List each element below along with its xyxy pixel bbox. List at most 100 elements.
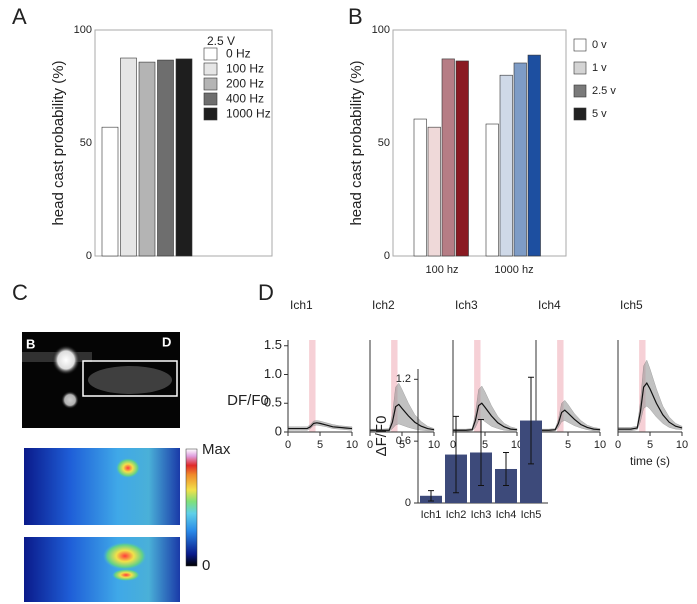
legend-swatch bbox=[573, 84, 587, 98]
confidence-band bbox=[535, 400, 601, 432]
x-axis-label: time (s) bbox=[630, 454, 670, 468]
bar bbox=[120, 57, 137, 257]
confidence-band bbox=[452, 385, 518, 432]
y-tick-label: 0.5 bbox=[264, 395, 282, 410]
legend-label: 400 Hz bbox=[226, 92, 264, 106]
panel-label: A bbox=[12, 4, 27, 29]
bar bbox=[513, 62, 527, 257]
legend-label: 2.5 v bbox=[592, 85, 616, 97]
x-tick-label: 0 bbox=[367, 439, 373, 451]
y-tick-label: 0 bbox=[275, 423, 282, 438]
legend-label: 1 v bbox=[592, 62, 607, 74]
y-tick-label: 0 bbox=[384, 250, 390, 262]
bar bbox=[175, 58, 193, 257]
y-tick-label: 1.0 bbox=[264, 366, 282, 381]
legend-label: 0 Hz bbox=[226, 47, 251, 61]
hotspot bbox=[112, 569, 140, 581]
panel-label: D bbox=[258, 280, 274, 305]
x-tick-label: 5 bbox=[482, 439, 488, 451]
x-tick-label: Ich3 bbox=[471, 509, 492, 521]
x-tick-label: 5 bbox=[647, 439, 653, 451]
y-tick-label: 100 bbox=[74, 24, 92, 36]
panel-title: Ich2 bbox=[372, 298, 395, 312]
x-tick-label: 10 bbox=[428, 439, 440, 451]
roi-box bbox=[82, 360, 178, 397]
legend-swatch bbox=[573, 107, 587, 121]
legend-label: 0 v bbox=[592, 39, 607, 51]
x-tick-label: 10 bbox=[676, 439, 688, 451]
error-bar bbox=[478, 419, 484, 486]
error-bar bbox=[503, 451, 509, 486]
x-tick-label: 5 bbox=[317, 439, 323, 451]
x-tick-label: 5 bbox=[399, 439, 405, 451]
y-tick-label: 0 bbox=[405, 497, 411, 509]
soma bbox=[52, 345, 80, 375]
legend-label: 5 v bbox=[592, 108, 607, 120]
error-bar bbox=[453, 415, 459, 494]
confidence-band bbox=[617, 359, 683, 432]
colorbar-label: Max bbox=[202, 441, 231, 458]
bar bbox=[499, 74, 513, 257]
x-tick-label: 0 bbox=[615, 439, 621, 451]
bar bbox=[413, 118, 427, 257]
panel-title: Ich5 bbox=[620, 298, 643, 312]
stimulus-window bbox=[474, 340, 481, 432]
bar bbox=[455, 60, 469, 257]
legend-swatch bbox=[203, 47, 218, 61]
x-tick-label: Ich1 bbox=[421, 509, 442, 521]
soma bbox=[61, 391, 79, 409]
x-tick-label: 5 bbox=[565, 439, 571, 451]
y-tick-label: 1.2 bbox=[396, 373, 411, 385]
legend-label: 1000 Hz bbox=[226, 107, 271, 121]
mean-line bbox=[453, 402, 518, 431]
y-tick-label: 50 bbox=[80, 137, 92, 149]
x-tick-label: 10 bbox=[594, 439, 606, 451]
plot-frame bbox=[392, 29, 567, 257]
mean-line bbox=[370, 403, 435, 431]
marker: B bbox=[26, 336, 35, 351]
colorbar bbox=[185, 448, 198, 567]
image-panel: B D Max 0 bbox=[22, 332, 231, 602]
mean-line bbox=[618, 382, 683, 430]
y-axis-label: ΔF/F0 bbox=[373, 416, 390, 457]
y-tick-label: 0.6 bbox=[396, 435, 411, 447]
y-axis-label: DF/F0 bbox=[227, 392, 269, 409]
stimulus-window bbox=[309, 340, 316, 432]
legend-swatch bbox=[573, 61, 587, 75]
axes bbox=[287, 340, 352, 433]
panel-title: Ich3 bbox=[455, 298, 478, 312]
legend-title: 2.5 V bbox=[207, 34, 235, 48]
panel-label: B bbox=[348, 4, 363, 29]
legend-swatch bbox=[203, 107, 218, 121]
bar bbox=[495, 468, 517, 503]
x-tick-label: 0 bbox=[450, 439, 456, 451]
legend-label: 200 Hz bbox=[226, 77, 264, 91]
colorbar-label: 0 bbox=[202, 557, 210, 574]
x-tick-label: Ich2 bbox=[446, 509, 467, 521]
x-tick-label: Ich4 bbox=[496, 509, 517, 521]
panel-title: Ich1 bbox=[290, 298, 313, 312]
stimulus-window bbox=[391, 340, 398, 432]
legend-swatch bbox=[203, 62, 218, 76]
legend-swatch bbox=[203, 92, 218, 106]
bar bbox=[157, 59, 174, 257]
confidence-band bbox=[287, 420, 353, 431]
marker: D bbox=[162, 334, 171, 349]
bar bbox=[527, 54, 541, 257]
bar bbox=[427, 126, 441, 257]
legend-swatch bbox=[573, 38, 587, 52]
y-tick-label: 1.5 bbox=[264, 337, 282, 352]
panel-title: Ich4 bbox=[538, 298, 561, 312]
x-tick-label: 1000 hz bbox=[494, 264, 533, 276]
y-tick-label: 100 bbox=[372, 24, 390, 36]
y-tick-label: 0 bbox=[86, 250, 92, 262]
heatmap bbox=[24, 537, 180, 602]
y-axis-label: head cast probability (%) bbox=[50, 60, 67, 225]
mean-line bbox=[288, 422, 353, 430]
x-tick-label: 10 bbox=[346, 439, 358, 451]
panel-label: C bbox=[12, 280, 28, 305]
stimulus-window bbox=[557, 340, 564, 432]
error-bar bbox=[528, 376, 534, 465]
y-tick-label: 50 bbox=[378, 137, 390, 149]
